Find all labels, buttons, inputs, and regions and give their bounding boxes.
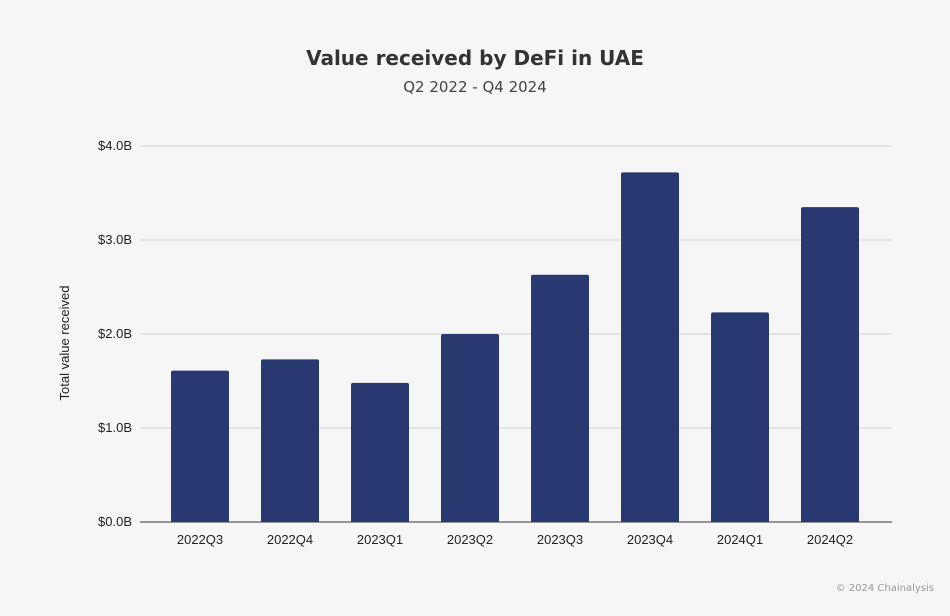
y-tick-label: $1.0B	[98, 420, 132, 435]
x-tick-label: 2022Q4	[267, 532, 313, 547]
y-tick-label: $2.0B	[98, 326, 132, 341]
x-tick-label: 2023Q3	[537, 532, 583, 547]
bar-2022Q4	[261, 359, 319, 522]
y-tick-label: $0.0B	[98, 514, 132, 529]
bar-2023Q2	[441, 334, 499, 522]
x-tick-label: 2023Q1	[357, 532, 403, 547]
bar-2023Q1	[351, 382, 409, 522]
bar-2024Q1	[711, 312, 769, 522]
y-axis-label: Total value received	[57, 286, 72, 401]
bar-2024Q2	[801, 207, 859, 522]
copyright: © 2024 Chainalysis	[835, 583, 934, 594]
bar-2023Q3	[531, 274, 589, 522]
y-tick-label: $4.0B	[98, 138, 132, 153]
bar-2022Q3	[171, 370, 229, 522]
bar-2023Q4	[621, 172, 679, 522]
x-tick-label: 2023Q2	[447, 532, 493, 547]
y-tick-label: $3.0B	[98, 232, 132, 247]
x-tick-label: 2022Q3	[177, 532, 223, 547]
x-tick-label: 2024Q1	[717, 532, 763, 547]
x-tick-label: 2023Q4	[627, 532, 673, 547]
chart-title: Value received by DeFi in UAE	[306, 46, 644, 70]
chart-subtitle: Q2 2022 - Q4 2024	[403, 78, 547, 96]
x-tick-label: 2024Q2	[807, 532, 853, 547]
